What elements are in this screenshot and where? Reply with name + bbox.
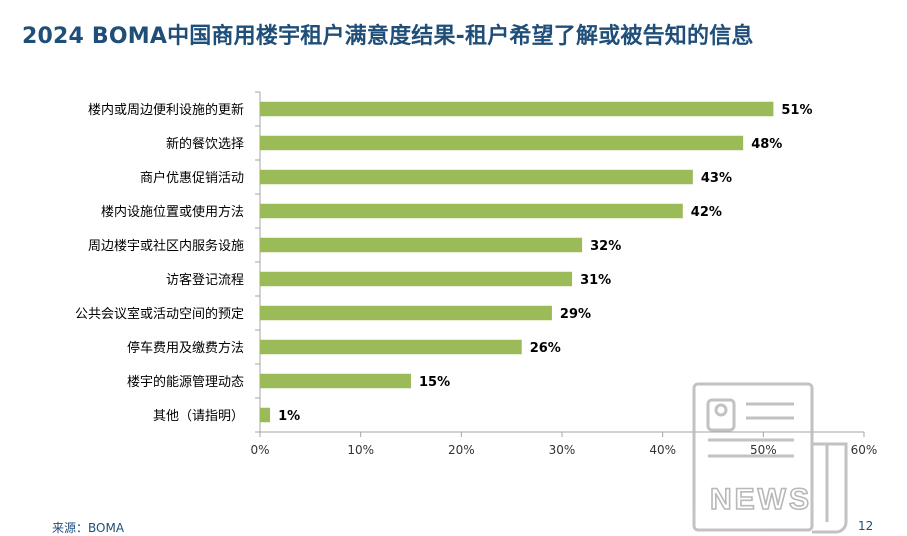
x-tick-label: 30% (549, 443, 576, 457)
x-tick-label: 60% (851, 443, 878, 457)
data-label: 31% (580, 273, 611, 288)
bar (260, 373, 411, 389)
data-label: 29% (560, 307, 591, 322)
source-note: 来源：BOMA (52, 521, 125, 535)
category-label: 新的餐饮选择 (166, 136, 244, 152)
data-label: 1% (278, 409, 300, 424)
category-label: 其他（请指明） (153, 409, 244, 424)
data-label: 26% (530, 341, 561, 356)
category-label: 周边楼宇或社区内服务设施 (88, 238, 244, 254)
data-label: 43% (701, 171, 732, 186)
chart-labels: 楼内或周边便利设施的更新 51% 新的餐饮选择 48% 商户优惠促销活动 43% 楼内设施位… (75, 102, 813, 424)
chart-bars (260, 101, 774, 423)
bar (260, 305, 552, 321)
bar (260, 203, 683, 219)
data-label: 15% (419, 375, 450, 390)
category-label: 楼宇的能源管理动态 (127, 374, 244, 390)
x-tick-label: 20% (448, 443, 475, 457)
bar (260, 407, 271, 423)
x-tick-label: 10% (347, 443, 374, 457)
category-label: 楼内设施位置或使用方法 (101, 204, 244, 220)
bar (260, 169, 693, 185)
page-title: 2024 BOMA中国商用楼宇租户满意度结果-租户希望了解或被告知的信息 (22, 24, 754, 49)
page-number: 12 (858, 519, 874, 533)
chart-axes: 0% 10% 20% 30% 40% 50% 60% (250, 91, 878, 457)
bar (260, 271, 573, 287)
category-label: 公共会议室或活动空间的预定 (75, 306, 244, 322)
category-label: 楼内或周边便利设施的更新 (88, 102, 244, 118)
bar (260, 135, 744, 151)
bar (260, 237, 583, 253)
news-watermark-icon: NEWS (692, 382, 848, 534)
news-watermark-text: NEWS (710, 483, 812, 516)
data-label: 48% (751, 137, 782, 152)
data-label: 32% (590, 239, 621, 254)
x-tick-label: 40% (649, 443, 676, 457)
data-label: 51% (781, 103, 812, 118)
category-label: 访客登记流程 (166, 272, 244, 288)
category-label: 停车费用及缴费方法 (127, 340, 244, 356)
category-label: 商户优惠促销活动 (140, 170, 244, 186)
bar (260, 339, 522, 355)
x-tick-label: 50% (750, 443, 777, 457)
bar (260, 101, 774, 117)
x-tick-label: 0% (250, 443, 269, 457)
data-label: 42% (691, 205, 722, 220)
